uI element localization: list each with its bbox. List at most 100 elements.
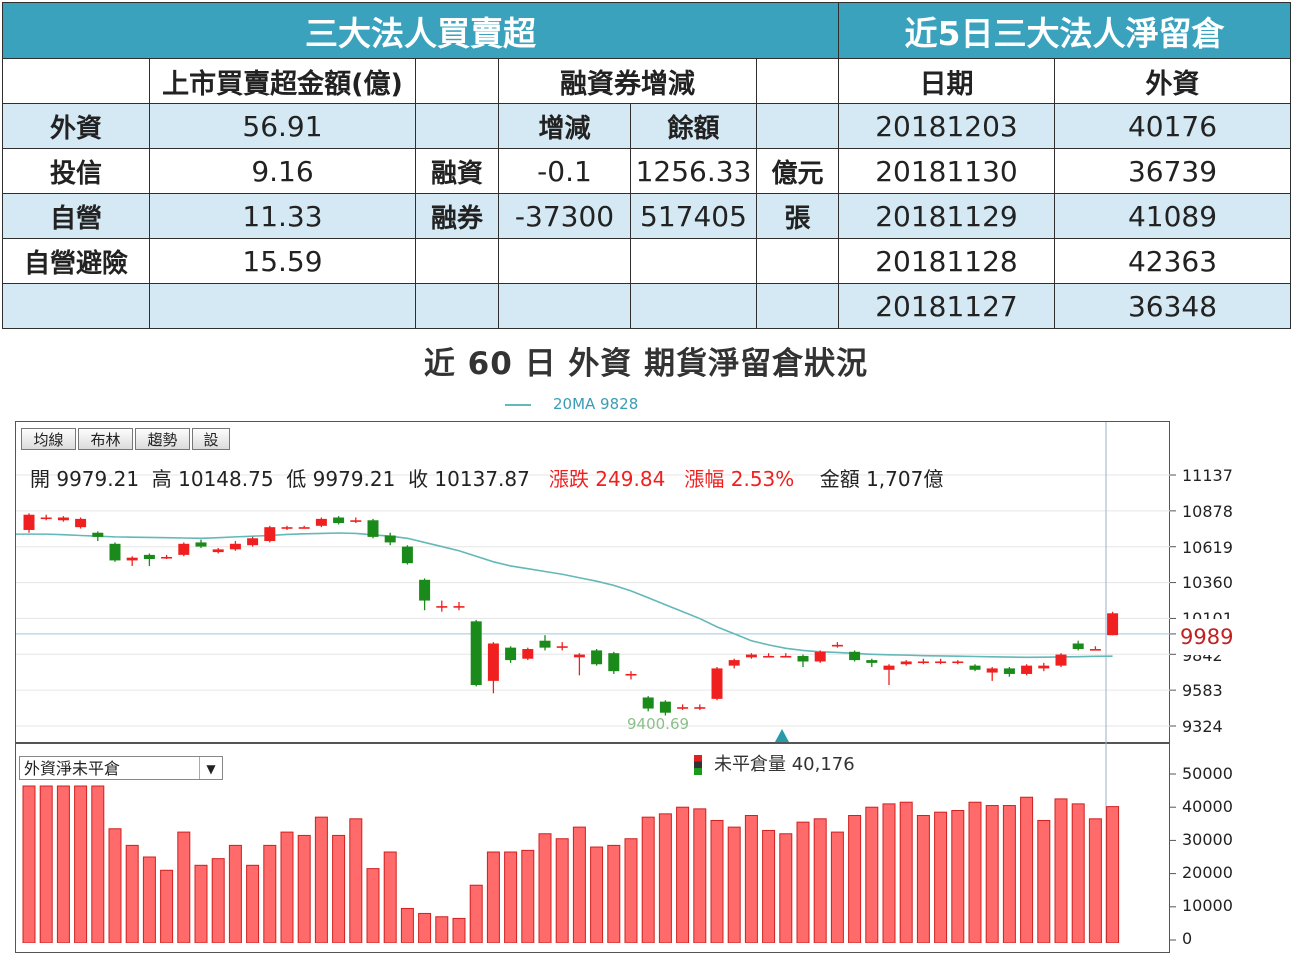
candle-body [350, 520, 362, 522]
candle-body [195, 542, 207, 547]
candle-body [470, 621, 482, 686]
low-value: 低 9979.21 [286, 467, 396, 491]
oi-bar [899, 801, 913, 943]
bollinger-button[interactable]: 布林 [78, 428, 133, 450]
candle-body [23, 514, 35, 530]
balance-cell: 517405 [630, 193, 757, 239]
oi-bar [400, 907, 414, 943]
col-change-header: 增減 [498, 103, 631, 149]
candle-body [367, 520, 379, 537]
oi-bar [727, 826, 741, 943]
balance-cell: 1256.33 [630, 148, 757, 194]
net-position-table: 近5日三大法人淨留倉 日期 外資 20181203 40176 20181130 3… [838, 2, 1291, 329]
margin-label: 融券 [415, 193, 499, 239]
candle-body [161, 556, 173, 559]
oi-bar [1020, 796, 1034, 943]
oi-bar [56, 785, 70, 943]
candle-body [625, 673, 637, 676]
candle-body [264, 527, 276, 542]
amount-value: 金額 1,707億 [819, 467, 944, 491]
ma20-line [16, 532, 1113, 659]
oi-series-select[interactable]: 外資淨未平倉 ▼ [19, 756, 223, 780]
oi-bar [572, 826, 586, 943]
candle-body [573, 654, 585, 658]
current-price-tag: 9989 [1180, 625, 1234, 649]
oi-bar [297, 834, 311, 943]
oi-bar [710, 819, 724, 943]
price-tick: 9583 [1182, 681, 1223, 700]
price-chart-panel[interactable] [15, 421, 1170, 743]
value-cell: 36348 [1054, 283, 1291, 329]
oi-bar [211, 858, 225, 943]
oi-bar [125, 844, 139, 943]
date-cell: 20181130 [838, 148, 1055, 194]
candle-body [831, 644, 843, 647]
candle-body [505, 647, 517, 661]
candle-body [694, 707, 706, 709]
oi-bar [452, 917, 466, 943]
col-date-header: 日期 [838, 58, 1055, 104]
oi-bar [796, 821, 810, 943]
price-tick: 10360 [1182, 573, 1233, 592]
pct-value: 漲幅 2.53% [684, 467, 795, 491]
oi-bar [1106, 806, 1120, 943]
oi-bar [676, 806, 690, 943]
oi-bar [1054, 798, 1068, 943]
candle-body [728, 660, 740, 666]
candle-body [109, 543, 121, 561]
oi-bar [142, 856, 156, 943]
candle-body [333, 517, 345, 524]
candle-body [745, 654, 757, 658]
candle-body [642, 697, 654, 709]
candle-body [436, 606, 448, 608]
candle-body [75, 518, 87, 528]
candle-body [57, 517, 69, 521]
chevron-down-icon[interactable]: ▼ [199, 757, 222, 779]
oi-bar [744, 815, 758, 943]
amount-cell: 11.33 [149, 193, 416, 239]
amount-cell: 56.91 [149, 103, 416, 149]
row-label: 自營避險 [2, 238, 150, 284]
oi-bar [934, 811, 948, 943]
oi-tick: 50000 [1182, 764, 1233, 783]
oi-bar [555, 838, 569, 943]
candle-body [659, 701, 671, 713]
value-cell: 42363 [1054, 238, 1291, 284]
oi-bar [830, 831, 844, 943]
candle-body [866, 660, 878, 663]
date-cell: 20181128 [838, 238, 1055, 284]
candle-body [952, 661, 964, 664]
candle-body [40, 517, 52, 520]
candle-body [126, 557, 138, 561]
candle-body [539, 640, 551, 648]
price-tick: 10878 [1182, 502, 1233, 521]
col-foreign-header: 外資 [1054, 58, 1291, 104]
price-tick: 9324 [1182, 717, 1223, 736]
oi-tick: 20000 [1182, 863, 1233, 882]
col-amount-header: 上市買賣超金額(億) [149, 58, 416, 104]
oi-bar [504, 851, 518, 943]
date-cell: 20181127 [838, 283, 1055, 329]
oi-bar [1037, 819, 1051, 943]
row-label: 投信 [2, 148, 150, 194]
oi-bar [538, 833, 552, 943]
oi-bar [641, 816, 655, 943]
oi-bar [39, 785, 53, 943]
oi-bar [314, 816, 328, 943]
oi-bar [22, 785, 36, 943]
ma-button[interactable]: 均線 [21, 428, 76, 450]
value-cell: 40176 [1054, 103, 1291, 149]
candle-body [1021, 665, 1033, 674]
oi-bar [383, 851, 397, 943]
candle-body [797, 655, 809, 662]
amount-cell: 15.59 [149, 238, 416, 284]
price-tick: 11137 [1182, 466, 1233, 485]
oi-bar [194, 864, 208, 943]
candle-body [401, 546, 413, 564]
oi-bar [108, 828, 122, 943]
candle-body [453, 606, 465, 608]
trend-button[interactable]: 趨勢 [135, 428, 190, 450]
settings-button[interactable]: 設 [192, 428, 230, 450]
period-low-label: 9400.69 [627, 715, 690, 733]
oi-bar [74, 785, 88, 943]
